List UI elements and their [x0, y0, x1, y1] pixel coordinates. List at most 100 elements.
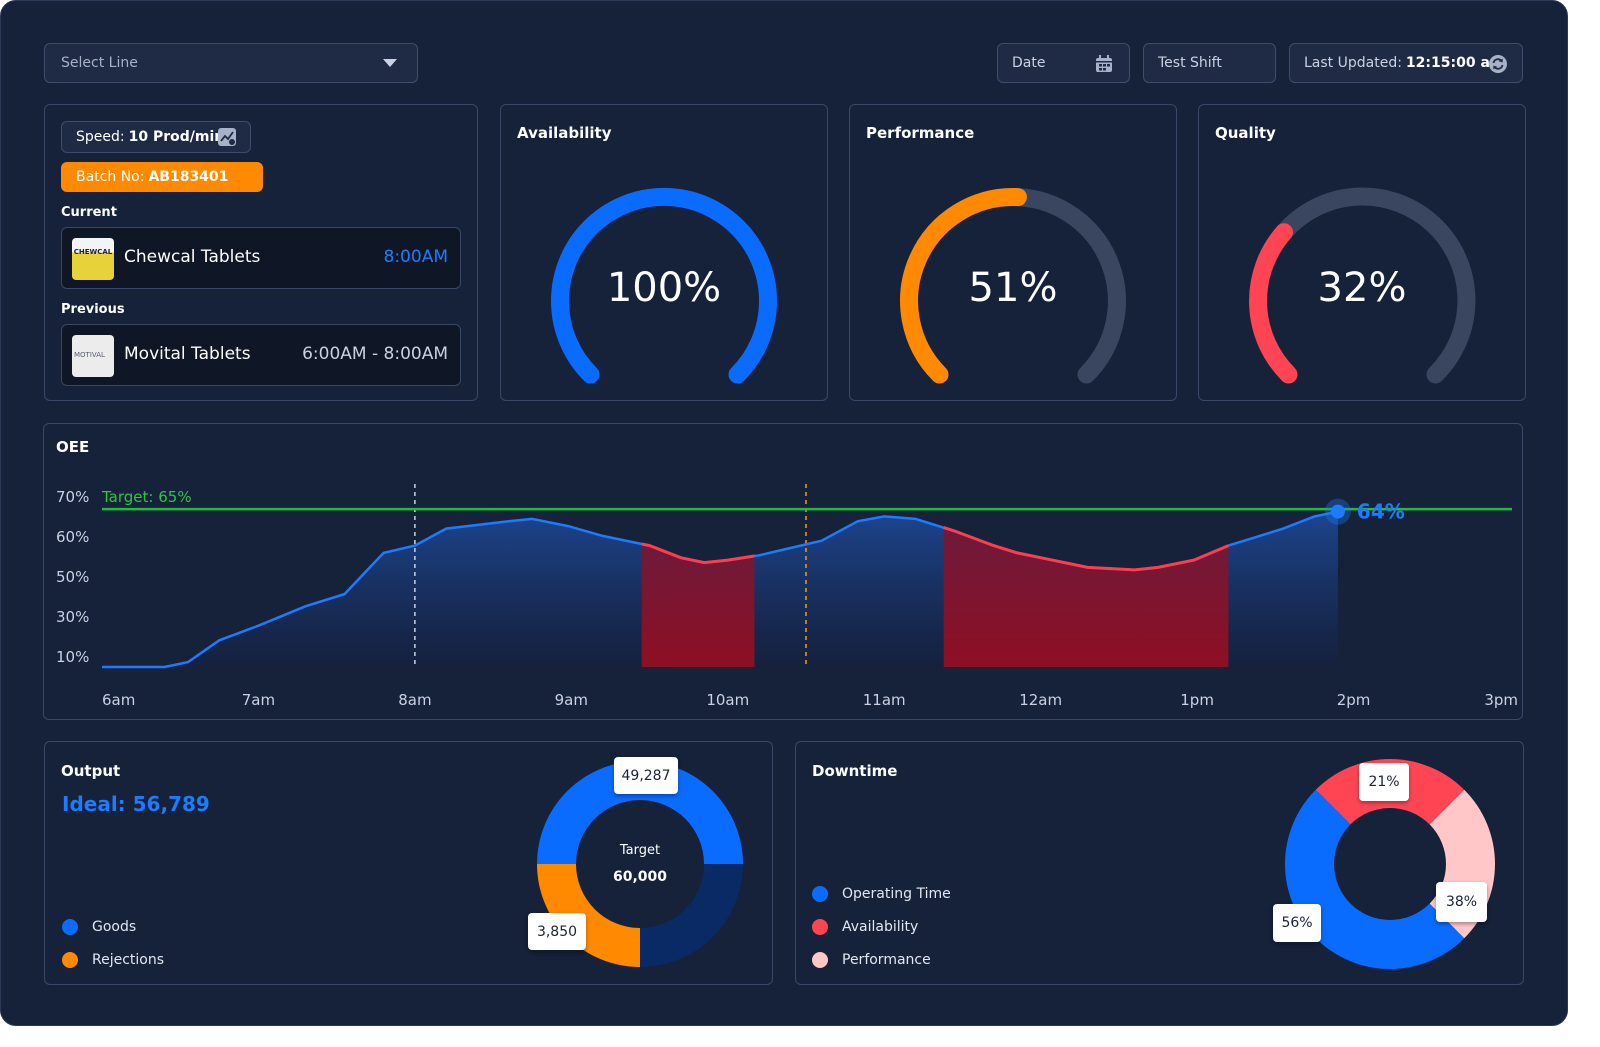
oee-chart: Target: 65% 64% 70% 60% 50% 30% 10% 6am 7am 8am 9a… — [56, 484, 1518, 709]
chevron-down-icon — [383, 59, 397, 67]
gauge-value-arc — [551, 187, 777, 384]
output-card: Output Ideal: 56,789 Goods Rejections Ta… — [44, 741, 773, 985]
low-region-2 — [943, 527, 1229, 667]
y-tick-label: 10% — [56, 648, 89, 666]
goods-callout: 49,287 — [614, 757, 678, 794]
rejections-label: Rejections — [92, 952, 165, 968]
rejections-callout: 3,850 — [528, 913, 586, 950]
y-tick-label: 50% — [56, 568, 89, 586]
current-product[interactable]: CHEWCAL Chewcal Tablets 8:00AM — [61, 227, 461, 289]
operating-time-callout: 56% — [1273, 904, 1321, 942]
performance-gauge — [900, 188, 1126, 384]
x-tick-label: 11am — [863, 691, 906, 709]
performance-title: Performance — [866, 124, 975, 142]
x-tick-label: 1pm — [1180, 691, 1214, 709]
performance-value: 51% — [968, 265, 1058, 311]
x-tick-label: 12am — [1019, 691, 1062, 709]
output-segment-1 — [537, 761, 743, 864]
current-label: Current — [61, 205, 117, 220]
performance-card: Performance 51% — [849, 104, 1177, 401]
dashboard-frame: Select Line Date Test Shift Last Updated… — [0, 0, 1568, 1026]
previous-product-time: 6:00AM - 8:00AM — [302, 344, 448, 364]
batch-card: Speed: 10 Prod/min Batch No: AB183401 Cu… — [44, 104, 478, 401]
previous-product[interactable]: MOTIVAL Movital Tablets 6:00AM - 8:00AM — [61, 324, 461, 386]
speed-badge: Speed: 10 Prod/min — [61, 121, 251, 153]
batch-label: Batch No: — [76, 169, 145, 185]
current-product-time: 8:00AM — [383, 247, 448, 267]
movital-thumb-text: MOTIVAL — [74, 351, 105, 359]
speed-value: 10 Prod/min — [128, 129, 225, 145]
previous-product-name: Movital Tablets — [124, 344, 251, 364]
availability-callout: 21% — [1359, 763, 1409, 801]
legend-availability: Availability — [812, 919, 918, 935]
shift-label: Test Shift — [1158, 55, 1222, 71]
y-tick-label: 30% — [56, 608, 89, 626]
low-region-1 — [641, 544, 755, 667]
availability-legend-label: Availability — [842, 919, 919, 935]
legend-operating-time: Operating Time — [812, 886, 951, 902]
performance-legend-label: Performance — [842, 952, 931, 968]
output-ideal: Ideal: 56,789 — [62, 792, 210, 816]
x-tick-label: 8am — [398, 691, 431, 709]
last-updated: Last Updated: 12:15:00 am — [1289, 43, 1523, 83]
current-point — [1330, 504, 1345, 519]
x-tick-label: 3pm — [1484, 691, 1518, 709]
movital-product-image: MOTIVAL — [72, 335, 114, 377]
y-tick-label: 60% — [56, 528, 89, 546]
operating-time-label: Operating Time — [842, 886, 951, 902]
downtime-donut — [1285, 759, 1495, 969]
x-tick-label: 10am — [706, 691, 749, 709]
oee-card: OEE Target: 65% 64% 70% 60% 50% 30% 10% 6am 7am 8… — [43, 423, 1523, 720]
output-segment-2 — [640, 864, 743, 967]
last-updated-label: Last Updated: — [1304, 55, 1402, 71]
gauge-track — [1008, 188, 1126, 384]
select-line-placeholder: Select Line — [61, 55, 138, 71]
performance-callout: 38% — [1436, 882, 1487, 922]
shift-selector[interactable]: Test Shift — [1143, 43, 1276, 83]
select-line-dropdown[interactable]: Select Line — [44, 43, 418, 83]
speed-label: Speed: — [76, 129, 125, 145]
operating-time-dot — [812, 886, 828, 902]
availability-gauge — [551, 187, 777, 384]
output-segment-3 — [537, 864, 640, 967]
rejections-dot — [62, 952, 78, 968]
chewcal-thumb-text: CHEWCAL — [73, 248, 113, 256]
quality-card: Quality 32% — [1198, 104, 1526, 401]
availability-title: Availability — [517, 124, 612, 142]
chart-settings-icon[interactable] — [218, 128, 236, 146]
batch-value: AB183401 — [148, 169, 229, 185]
gauge-value-arc — [900, 188, 1027, 384]
oee-title: OEE — [56, 438, 90, 456]
gauge-value-arc — [1249, 223, 1298, 384]
output-center-label: Target — [619, 843, 661, 858]
current-product-name: Chewcal Tablets — [124, 247, 261, 267]
low-line-2 — [943, 526, 1229, 572]
availability-card: Availability 100% — [500, 104, 828, 401]
x-tick-label: 7am — [242, 691, 275, 709]
quality-gauge — [1249, 187, 1476, 384]
refresh-icon[interactable] — [1488, 54, 1508, 74]
x-tick-label: 2pm — [1337, 691, 1371, 709]
quality-value: 32% — [1317, 265, 1407, 311]
legend-goods: Goods — [62, 919, 136, 935]
x-tick-label: 9am — [555, 691, 588, 709]
performance-dot — [812, 952, 828, 968]
legend-rejections: Rejections — [62, 952, 164, 968]
downtime-segment-3 — [1285, 789, 1465, 969]
gauge-track — [1275, 187, 1476, 384]
low-line-1 — [641, 542, 755, 565]
target-label: Target: 65% — [101, 488, 192, 506]
output-title: Output — [61, 762, 121, 780]
date-label: Date — [1012, 55, 1046, 71]
last-updated-value: 12:15:00 am — [1405, 55, 1505, 71]
legend-performance: Performance — [812, 952, 931, 968]
calendar-icon — [1096, 55, 1112, 72]
chewcal-product-image: CHEWCAL — [72, 238, 114, 280]
date-picker[interactable]: Date — [997, 43, 1130, 83]
downtime-card: Downtime Operating Time Availability Per… — [795, 741, 1524, 985]
availability-dot — [812, 919, 828, 935]
output-donut — [537, 761, 743, 967]
previous-label: Previous — [61, 302, 125, 317]
goods-dot — [62, 919, 78, 935]
x-tick-label: 6am — [102, 691, 135, 709]
